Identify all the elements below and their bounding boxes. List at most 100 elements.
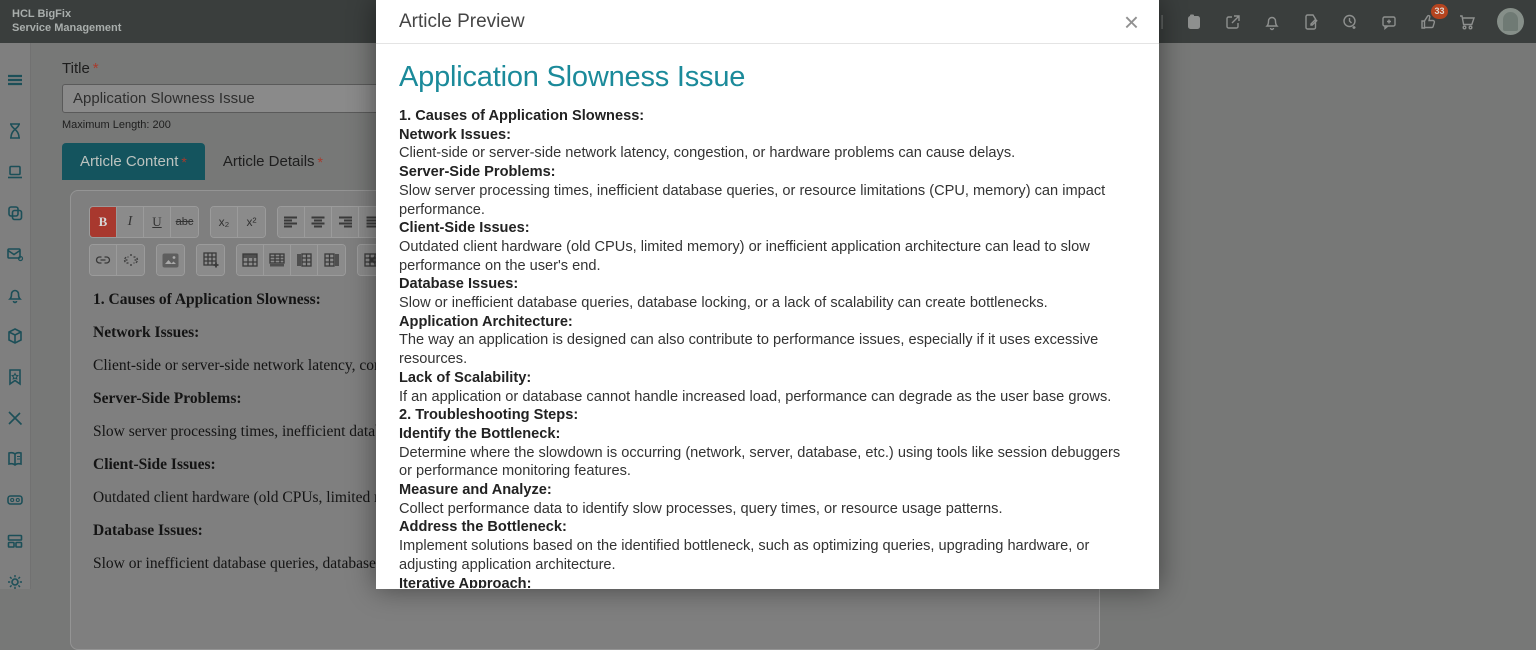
table-header-button[interactable] — [237, 245, 264, 275]
title-required-mark: * — [92, 60, 99, 77]
user-avatar[interactable] — [1497, 8, 1524, 35]
tab-article-content-label: Article Content — [80, 153, 179, 170]
design-tools-icon[interactable] — [6, 409, 24, 427]
link-icon — [95, 256, 111, 264]
vr-goggles-icon[interactable] — [6, 491, 24, 509]
bookmark-star-icon[interactable] — [6, 368, 24, 386]
modal-header: Article Preview × — [376, 0, 1159, 44]
thumbs-up-badge: 33 — [1431, 3, 1448, 19]
preview-paragraph: Identify the Bottleneck: — [399, 425, 561, 442]
preview-paragraph: Slow server processing times, inefficien… — [399, 182, 1106, 218]
preview-paragraph: Server-Side Problems: — [399, 164, 556, 181]
modal-title: Article Preview — [399, 10, 525, 32]
align-right-icon — [339, 216, 352, 228]
preview-paragraph: Collect performance data to identify slo… — [399, 500, 1003, 517]
editor-paragraph: Network Issues: — [93, 324, 200, 341]
insert-table-icon — [202, 252, 218, 268]
preview-paragraph: 1. Causes of Application Slowness: — [399, 108, 645, 124]
unlink-icon — [123, 254, 138, 266]
strikethrough-label: abc — [175, 216, 194, 228]
preview-paragraph: 2. Troubleshooting Steps: — [399, 407, 579, 424]
close-icon[interactable]: × — [1123, 6, 1139, 37]
subscript-button[interactable]: x₂ — [211, 207, 238, 237]
tab-article-content-required: * — [181, 153, 187, 170]
bold-button[interactable]: B — [90, 207, 117, 237]
editor-paragraph: Client-Side Issues: — [93, 456, 216, 473]
editor-toolbar-row2 — [89, 244, 1099, 276]
subscript-label: x₂ — [218, 215, 230, 229]
preview-article-text: 1. Causes of Application Slowness: Networ… — [399, 107, 1135, 588]
dashboard-icon[interactable] — [6, 532, 24, 550]
preview-article-heading: Application Slowness Issue — [399, 61, 746, 93]
thumbs-up-icon[interactable]: 33 — [1419, 3, 1448, 31]
preview-paragraph: Client-Side Issues: — [399, 220, 530, 237]
underline-label: U — [152, 214, 162, 229]
comment-add-icon[interactable] — [1380, 13, 1398, 31]
align-left-button[interactable] — [278, 207, 305, 237]
preview-paragraph: Outdated client hardware (old CPUs, limi… — [399, 238, 1090, 274]
preview-paragraph: Implement solutions based on the identif… — [399, 538, 1090, 573]
package-icon[interactable] — [6, 327, 24, 345]
preview-paragraph: The way an application is designed can a… — [399, 332, 1099, 368]
superscript-button[interactable]: x² — [238, 207, 265, 237]
image-icon — [162, 253, 179, 267]
app-logo: HCL BigFix Service Management — [12, 7, 121, 35]
editor-paragraph: 1. Causes of Application Slowness: — [93, 291, 321, 308]
menu-icon[interactable] — [6, 71, 24, 89]
table-column-left-button[interactable] — [291, 245, 318, 275]
align-center-button[interactable] — [305, 207, 332, 237]
knowledge-book-icon[interactable] — [6, 450, 24, 468]
hourglass-icon[interactable] — [6, 122, 24, 140]
tab-article-details[interactable]: Article Details * — [205, 143, 341, 180]
editor-paragraph: Database Issues: — [93, 522, 203, 539]
editor-paragraph: Server-Side Problems: — [93, 390, 242, 407]
title-label-text: Title — [62, 60, 90, 77]
align-center-icon — [311, 216, 325, 228]
table-column-left-icon — [297, 253, 312, 267]
preview-paragraph: Measure and Analyze: — [399, 482, 552, 499]
editor-tabs: Article Content * Article Details * — [62, 143, 341, 180]
cart-icon[interactable] — [1458, 13, 1476, 31]
tab-article-details-label: Article Details — [222, 153, 315, 170]
preview-paragraph: Application Architecture: — [399, 313, 573, 330]
table-column-right-icon — [323, 253, 339, 267]
insert-image-button[interactable] — [157, 245, 184, 275]
title-field-label: Title * — [62, 60, 99, 77]
bell-icon[interactable] — [6, 286, 24, 304]
align-right-button[interactable] — [332, 207, 359, 237]
settings-gear-icon[interactable] — [6, 573, 24, 591]
align-justify-icon — [366, 216, 379, 228]
logo-line1: HCL BigFix — [12, 8, 72, 20]
preview-paragraph: Lack of Scalability: — [399, 369, 532, 386]
strikethrough-button[interactable]: abc — [171, 207, 198, 237]
preview-paragraph: Client-side or server-side network laten… — [399, 145, 1016, 162]
unlink-button[interactable] — [117, 245, 144, 275]
preview-paragraph: Address the Bottleneck: — [399, 519, 567, 536]
topbar-divider: | — [1160, 13, 1164, 30]
insert-table-button[interactable] — [197, 245, 224, 275]
table-footer-icon — [269, 253, 285, 267]
article-preview-modal: Article Preview × Application Slowness I… — [376, 0, 1159, 589]
notification-bell-icon[interactable] — [1263, 13, 1281, 31]
document-edit-icon[interactable] — [1302, 13, 1320, 31]
mail-settings-icon[interactable] — [6, 245, 24, 263]
underline-button[interactable]: U — [144, 207, 171, 237]
table-footer-button[interactable] — [264, 245, 291, 275]
laptop-icon[interactable] — [6, 163, 24, 181]
preview-paragraph: Determine where the slowdown is occurrin… — [399, 444, 1121, 480]
clock-add-icon[interactable] — [1341, 13, 1359, 31]
external-link-icon[interactable] — [1224, 13, 1242, 31]
copy-icon[interactable] — [6, 204, 24, 222]
bold-label: B — [98, 214, 108, 229]
table-column-right-button[interactable] — [318, 245, 345, 275]
max-length-note: Maximum Length: 200 — [62, 119, 171, 131]
clipboard-icon[interactable] — [1185, 13, 1203, 31]
tab-article-content[interactable]: Article Content * — [62, 143, 205, 180]
italic-button[interactable]: I — [117, 207, 144, 237]
tab-article-details-required: * — [317, 153, 323, 170]
preview-paragraph: Network Issues: — [399, 126, 511, 143]
superscript-label: x² — [246, 215, 257, 229]
link-button[interactable] — [90, 245, 117, 275]
preview-paragraph: Database Issues: — [399, 276, 519, 293]
left-navigation-sidebar — [0, 43, 31, 589]
